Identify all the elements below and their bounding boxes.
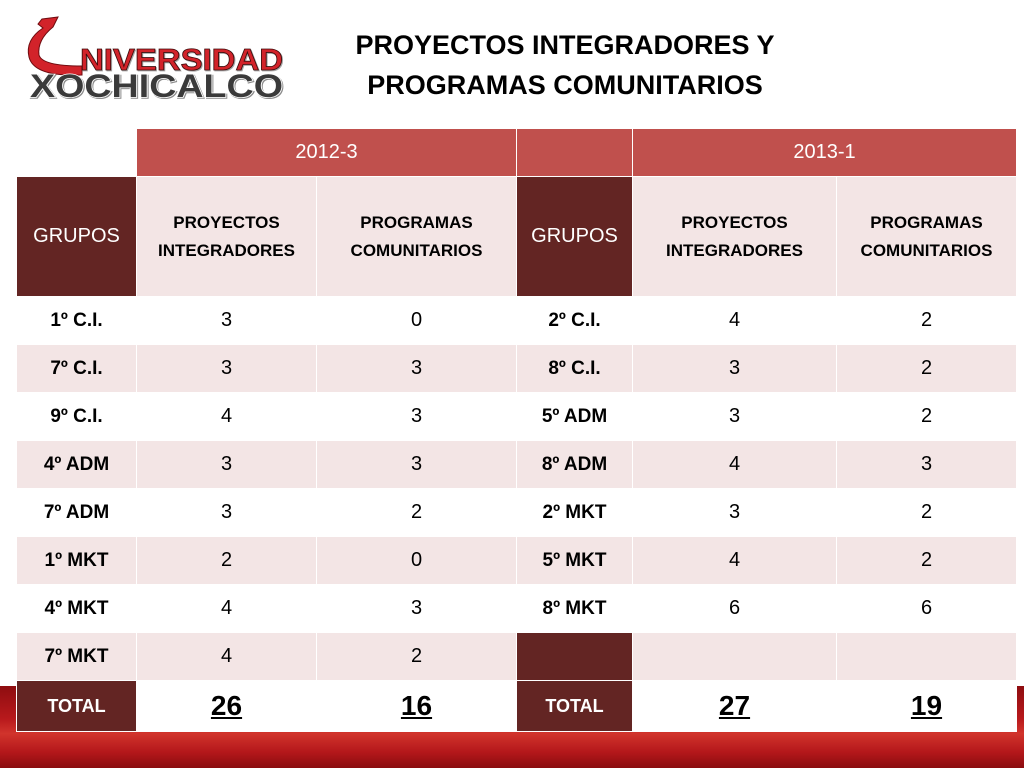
programs-count-cell: 3 bbox=[316, 344, 517, 393]
logo-swoosh-icon bbox=[27, 16, 83, 76]
group-cell: 9º C.I. bbox=[16, 392, 137, 441]
university-logo: NIVERSIDAD XOCHICALCO bbox=[27, 16, 284, 105]
group-cell: 1º C.I. bbox=[16, 296, 137, 345]
total-label: TOTAL bbox=[516, 680, 633, 732]
programs-count-cell: 2 bbox=[316, 632, 517, 681]
projects-count-cell: 3 bbox=[136, 440, 317, 489]
projects-count-cell: 6 bbox=[632, 584, 837, 633]
group-cell: 5º MKT bbox=[516, 536, 633, 585]
projects-count-cell: 2 bbox=[136, 536, 317, 585]
programs-count-cell: 3 bbox=[836, 440, 1017, 489]
slide-title: PROYECTOS INTEGRADORES Y PROGRAMAS COMUN… bbox=[340, 25, 790, 105]
programs-count-cell: 3 bbox=[316, 392, 517, 441]
projects-total: 27 bbox=[632, 680, 837, 732]
logo-text-bottom: XOCHICALCO bbox=[30, 68, 283, 104]
projects-total: 26 bbox=[136, 680, 317, 732]
group-cell: 7º ADM bbox=[16, 488, 137, 537]
group-cell: 7º C.I. bbox=[16, 344, 137, 393]
group-cell: 5º ADM bbox=[516, 392, 633, 441]
period-header-row: 2012-3 2013-1 bbox=[16, 128, 1017, 177]
group-cell: 4º ADM bbox=[16, 440, 137, 489]
period-spacer-cell bbox=[516, 128, 633, 177]
projects-count-cell: 4 bbox=[136, 392, 317, 441]
empty-cell bbox=[632, 632, 837, 681]
projects-count-cell: 4 bbox=[632, 536, 837, 585]
programs-count-cell: 6 bbox=[836, 584, 1017, 633]
projects-table: 2012-3 2013-1 GRUPOS PROYECTOS INTEGRADO… bbox=[16, 128, 1017, 732]
slide-title-line-1: PROYECTOS INTEGRADORES Y bbox=[355, 30, 775, 60]
column-header-row: GRUPOS PROYECTOS INTEGRADORES PROGRAMAS … bbox=[16, 176, 1017, 297]
period-header: 2013-1 bbox=[632, 128, 1017, 177]
programs-count-cell: 2 bbox=[316, 488, 517, 537]
programs-total: 16 bbox=[316, 680, 517, 732]
table-row: 4º ADM 3 3 8º ADM 4 3 bbox=[16, 440, 1017, 489]
programs-total: 19 bbox=[836, 680, 1017, 732]
total-label: TOTAL bbox=[16, 680, 137, 732]
logo-text-top: NIVERSIDAD bbox=[80, 42, 283, 77]
group-cell: 8º MKT bbox=[516, 584, 633, 633]
groups-header: GRUPOS bbox=[516, 176, 633, 297]
projects-header: PROYECTOS INTEGRADORES bbox=[136, 176, 317, 297]
programs-count-cell: 0 bbox=[316, 296, 517, 345]
group-cell: 4º MKT bbox=[16, 584, 137, 633]
groups-header: GRUPOS bbox=[16, 176, 137, 297]
table-row: 7º C.I. 3 3 8º C.I. 3 2 bbox=[16, 344, 1017, 393]
table-row: 1º MKT 2 0 5º MKT 4 2 bbox=[16, 536, 1017, 585]
group-cell: 7º MKT bbox=[16, 632, 137, 681]
projects-count-cell: 3 bbox=[632, 488, 837, 537]
table-row: 1º C.I. 3 0 2º C.I. 4 2 bbox=[16, 296, 1017, 345]
group-cell: 8º ADM bbox=[516, 440, 633, 489]
projects-count-cell: 3 bbox=[136, 344, 317, 393]
table-row: 4º MKT 4 3 8º MKT 6 6 bbox=[16, 584, 1017, 633]
slide-title-line-2: PROGRAMAS COMUNITARIOS bbox=[367, 70, 763, 100]
projects-count-cell: 3 bbox=[632, 392, 837, 441]
programs-header: PROGRAMAS COMUNITARIOS bbox=[316, 176, 517, 297]
programs-header: PROGRAMAS COMUNITARIOS bbox=[836, 176, 1017, 297]
programs-count-cell: 3 bbox=[316, 440, 517, 489]
empty-group-cell bbox=[516, 632, 633, 681]
table-row: 9º C.I. 4 3 5º ADM 3 2 bbox=[16, 392, 1017, 441]
empty-cell bbox=[836, 632, 1017, 681]
projects-count-cell: 3 bbox=[136, 296, 317, 345]
projects-count-cell: 4 bbox=[136, 584, 317, 633]
table-row: 7º MKT 4 2 bbox=[16, 632, 1017, 681]
projects-header: PROYECTOS INTEGRADORES bbox=[632, 176, 837, 297]
projects-count-cell: 4 bbox=[632, 440, 837, 489]
group-cell: 1º MKT bbox=[16, 536, 137, 585]
table-row: 7º ADM 3 2 2º MKT 3 2 bbox=[16, 488, 1017, 537]
programs-count-cell: 2 bbox=[836, 344, 1017, 393]
programs-count-cell: 2 bbox=[836, 488, 1017, 537]
programs-count-cell: 3 bbox=[316, 584, 517, 633]
projects-count-cell: 3 bbox=[136, 488, 317, 537]
programs-count-cell: 2 bbox=[836, 296, 1017, 345]
group-cell: 2º C.I. bbox=[516, 296, 633, 345]
programs-count-cell: 0 bbox=[316, 536, 517, 585]
projects-count-cell: 4 bbox=[136, 632, 317, 681]
group-cell: 2º MKT bbox=[516, 488, 633, 537]
projects-count-cell: 4 bbox=[632, 296, 837, 345]
period-header: 2012-3 bbox=[136, 128, 517, 177]
projects-count-cell: 3 bbox=[632, 344, 837, 393]
programs-count-cell: 2 bbox=[836, 536, 1017, 585]
programs-count-cell: 2 bbox=[836, 392, 1017, 441]
total-row: TOTAL 26 16 TOTAL 27 19 bbox=[16, 680, 1017, 732]
corner-cell bbox=[16, 128, 137, 177]
group-cell: 8º C.I. bbox=[516, 344, 633, 393]
